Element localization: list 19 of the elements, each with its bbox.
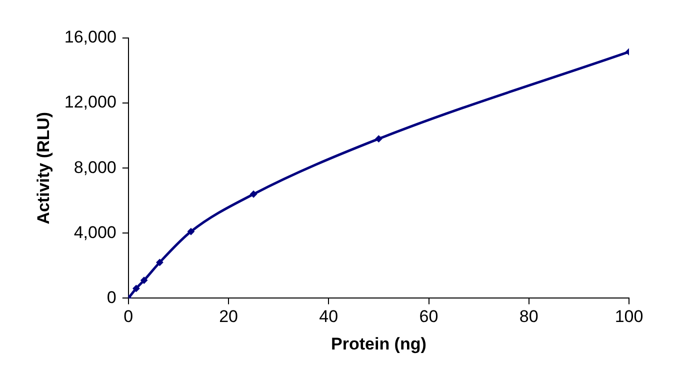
point: [375, 135, 382, 142]
y-tick-label: 12,000: [64, 92, 116, 112]
point: [187, 228, 194, 236]
x-tick-label: 0: [124, 307, 134, 326]
x-tick-label: 100: [614, 307, 644, 326]
y-tick-label: 16,000: [64, 28, 116, 47]
x-tick-label: 60: [419, 307, 438, 326]
x-tick-label: 80: [519, 307, 538, 326]
point: [156, 258, 164, 266]
point: [140, 276, 148, 284]
y-axis-title: Activity (RLU): [34, 112, 53, 224]
y-tick-label: 4,000: [74, 222, 116, 242]
x-tick-label: 20: [219, 307, 238, 326]
point: [132, 284, 140, 292]
y-tick-label: 0: [106, 288, 116, 307]
x-axis-title: Protein (ng): [331, 334, 426, 354]
point: [250, 190, 258, 198]
x-tick-label: 40: [319, 307, 338, 326]
y-tick-label: 8,000: [74, 158, 116, 177]
